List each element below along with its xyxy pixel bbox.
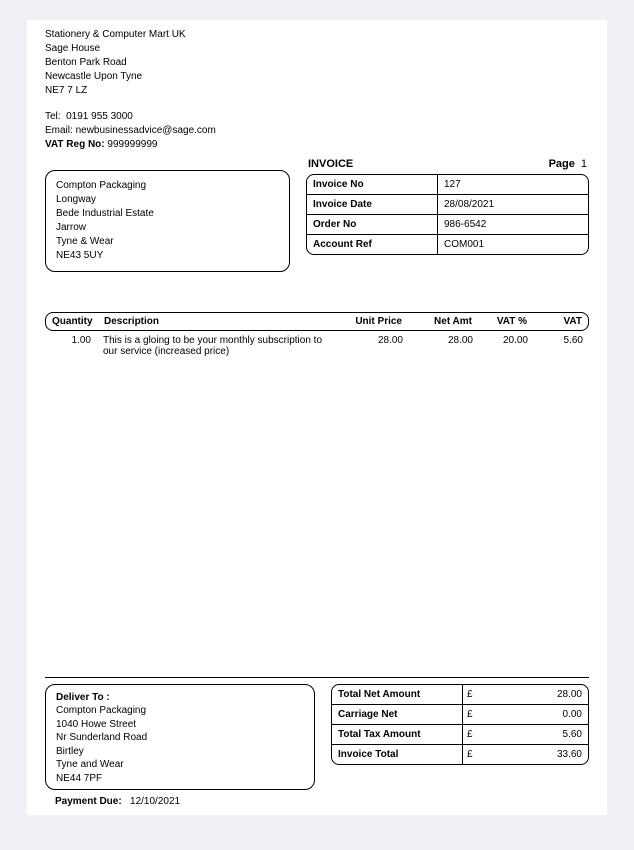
totals-value: 33.60 [485,745,588,764]
col-header-vatp: VAT % [472,316,527,327]
deliver-box: Deliver To : Compton Packaging 1040 Howe… [45,684,315,791]
invoice-header: INVOICE Page 1 Invoice No 127 Invoice Da… [306,158,589,255]
company-line4: NE7 7 LZ [45,84,589,98]
customer-line2: Bede Industrial Estate [56,207,279,221]
footer-flex: Deliver To : Compton Packaging 1040 Howe… [45,684,589,791]
col-header-unit: Unit Price [332,316,402,327]
company-name: Stationery & Computer Mart UK [45,28,589,42]
customer-line1: Longway [56,193,279,207]
customer-line5: NE43 5UY [56,249,279,263]
totals-row-total: Invoice Total £ 33.60 [332,744,588,764]
meta-label: Order No [307,215,438,234]
company-line1: Sage House [45,42,589,56]
footer: Deliver To : Compton Packaging 1040 Howe… [45,677,589,808]
meta-row-order-no: Order No 986-6542 [307,214,588,234]
payment-due-date: 12/10/2021 [130,796,180,807]
company-line2: Benton Park Road [45,56,589,70]
totals-label: Total Net Amount [332,685,463,704]
totals-value: 28.00 [485,685,588,704]
totals-currency: £ [463,725,485,744]
payment-due-label: Payment Due: [55,796,122,807]
customer-name: Compton Packaging [56,179,279,193]
col-header-desc: Description [104,316,332,327]
deliver-line1: 1040 Howe Street [56,718,304,732]
meta-row-account-ref: Account Ref COM001 [307,234,588,254]
customer-line3: Jarrow [56,221,279,235]
totals-value: 0.00 [485,705,588,724]
totals-row-carriage: Carriage Net £ 0.00 [332,704,588,724]
item-vatp: 20.00 [473,335,528,357]
meta-label: Invoice No [307,175,438,194]
company-tel: Tel: 0191 955 3000 [45,110,589,124]
invoice-meta-table: Invoice No 127 Invoice Date 28/08/2021 O… [306,174,589,255]
totals-label: Total Tax Amount [332,725,463,744]
company-vat: VAT Reg No: 999999999 [45,138,589,152]
items-header: Quantity Description Unit Price Net Amt … [45,312,589,331]
totals-label: Carriage Net [332,705,463,724]
invoice-page: Stationery & Computer Mart UK Sage House… [27,20,607,815]
totals-value: 5.60 [485,725,588,744]
invoice-title-row: INVOICE Page 1 [306,158,589,170]
totals-row-tax: Total Tax Amount £ 5.60 [332,724,588,744]
deliver-name: Compton Packaging [56,704,304,718]
vat-value: 999999999 [107,139,157,150]
email-value: newbusinessadvice@sage.com [76,125,216,136]
tel-label: Tel: [45,111,61,122]
mid-section: Compton Packaging Longway Bede Industria… [45,158,589,272]
col-header-qty: Quantity [52,316,104,327]
totals-currency: £ [463,705,485,724]
totals-label: Invoice Total [332,745,463,764]
meta-value: COM001 [438,235,588,254]
invoice-title: INVOICE [308,158,549,170]
totals-currency: £ [463,745,485,764]
company-address: Stationery & Computer Mart UK Sage House… [45,28,589,98]
col-header-net: Net Amt [402,316,472,327]
customer-line4: Tyne & Wear [56,235,279,249]
deliver-line4: Tyne and Wear [56,758,304,772]
totals-box: Total Net Amount £ 28.00 Carriage Net £ … [331,684,589,765]
tel-value: 0191 955 3000 [66,111,133,122]
vat-label: VAT Reg No: [45,139,105,150]
item-row: 1.00 This is a gloing to be your monthly… [45,331,589,361]
meta-label: Account Ref [307,235,438,254]
meta-value: 28/08/2021 [438,195,588,214]
company-line3: Newcastle Upon Tyne [45,70,589,84]
page-label: Page [549,158,575,170]
items-area: Quantity Description Unit Price Net Amt … [45,312,589,361]
meta-label: Invoice Date [307,195,438,214]
company-email: Email: newbusinessadvice@sage.com [45,124,589,138]
totals-currency: £ [463,685,485,704]
meta-row-invoice-no: Invoice No 127 [307,175,588,194]
meta-value: 127 [438,175,588,194]
email-label: Email: [45,125,73,136]
col-header-vat: VAT [527,316,582,327]
deliver-line5: NE44 7PF [56,772,304,786]
item-net: 28.00 [403,335,473,357]
item-unit: 28.00 [333,335,403,357]
deliver-line2: Nr Sunderland Road [56,731,304,745]
totals-row-net: Total Net Amount £ 28.00 [332,685,588,704]
deliver-title: Deliver To : [56,691,304,705]
item-vat: 5.60 [528,335,583,357]
page-number: 1 [581,158,587,170]
meta-value: 986-6542 [438,215,588,234]
item-qty: 1.00 [51,335,103,357]
company-contact: Tel: 0191 955 3000 Email: newbusinessadv… [45,110,589,152]
payment-due: Payment Due: 12/10/2021 [45,796,589,807]
meta-row-invoice-date: Invoice Date 28/08/2021 [307,194,588,214]
customer-address-box: Compton Packaging Longway Bede Industria… [45,170,290,272]
item-desc: This is a gloing to be your monthly subs… [103,335,333,357]
deliver-line3: Birtley [56,745,304,759]
footer-rule [45,677,589,678]
